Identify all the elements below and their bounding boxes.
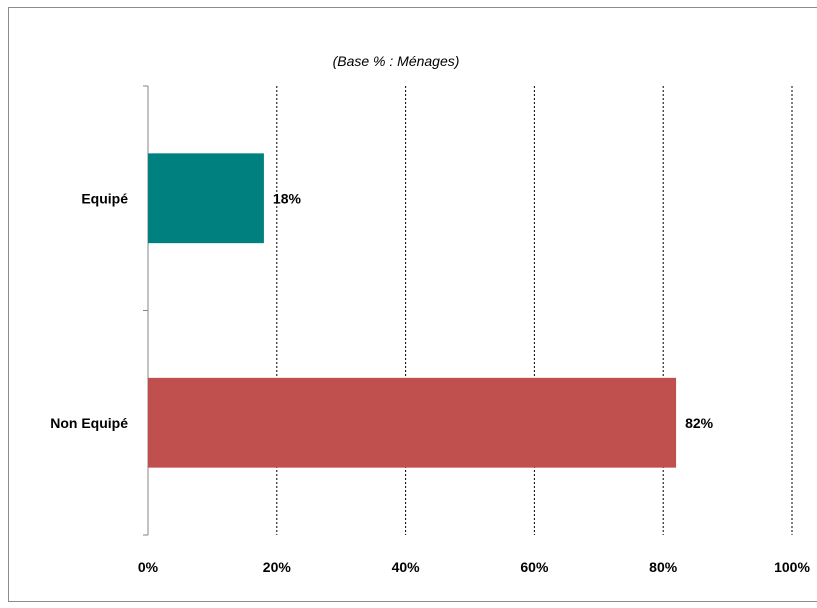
category-axis — [143, 85, 149, 536]
grid-lines — [276, 86, 793, 535]
bars: Equipé 18% Non Equipé 82% — [50, 153, 714, 468]
x-tick-label: 60% — [520, 559, 549, 575]
category-label: Non Equipé — [50, 415, 128, 431]
x-tick-labels: 0% 20% 40% 60% 80% 100% — [138, 559, 811, 575]
x-tick-label: 40% — [392, 559, 421, 575]
x-tick-label: 100% — [774, 559, 810, 575]
bar-1 — [148, 153, 264, 244]
chart-subtitle: (Base % : Ménages) — [333, 53, 460, 69]
bar-2 — [148, 377, 677, 468]
data-label: 18% — [273, 190, 302, 206]
category-label: Equipé — [81, 190, 128, 206]
x-tick-label: 20% — [263, 559, 292, 575]
chart-frame — [8, 7, 817, 602]
x-tick-label: 80% — [649, 559, 678, 575]
x-tick-label: 0% — [138, 559, 159, 575]
data-label: 82% — [685, 415, 714, 431]
